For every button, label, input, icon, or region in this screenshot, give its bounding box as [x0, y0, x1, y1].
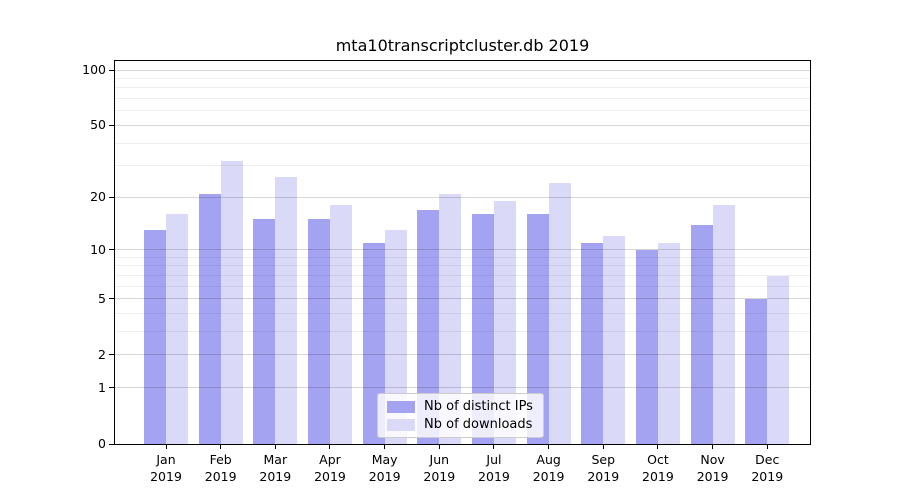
gridline-minor-30 — [115, 165, 810, 167]
bar-downloads-oct — [657, 242, 680, 444]
x-axis-label-may: May 2019 — [368, 452, 401, 484]
bar-distinct-ips-feb — [198, 193, 221, 444]
chart-title: mta10transcriptcluster.db 2019 — [335, 36, 590, 55]
x-axis-label-aug: Aug 2019 — [532, 452, 565, 484]
gridline-minor-3 — [115, 331, 810, 333]
x-axis-tick-nov — [712, 445, 714, 449]
y-axis-label-0: 0 — [98, 436, 106, 451]
gridline-major-20 — [115, 196, 810, 198]
y-axis-label-5: 5 — [98, 290, 106, 306]
bar-distinct-ips-dec — [745, 298, 768, 444]
bar-distinct-ips-oct — [635, 249, 658, 444]
gridline-minor-90 — [115, 77, 810, 79]
y-axis-tick-2 — [109, 354, 114, 356]
legend-label-distinct-ips: Nb of distinct IPs — [424, 399, 533, 414]
x-axis-label-jul: Jul 2019 — [478, 452, 510, 484]
legend-label-downloads: Nb of downloads — [424, 417, 533, 432]
gridline-major-2 — [115, 354, 810, 356]
x-axis-label-mar: Mar 2019 — [259, 452, 292, 484]
bar-distinct-ips-aug — [526, 214, 549, 444]
x-axis-label-dec: Dec 2019 — [751, 452, 784, 484]
bar-downloads-apr — [329, 205, 352, 444]
x-axis-tick-mar — [274, 445, 276, 449]
legend-swatch-distinct-ips — [387, 400, 415, 413]
y-axis-tick-10 — [109, 249, 114, 251]
x-axis-label-jun: Jun 2019 — [423, 452, 456, 484]
x-axis-tick-sep — [602, 445, 604, 449]
gridline-minor-60 — [115, 110, 810, 112]
bar-downloads-dec — [767, 275, 790, 444]
y-axis-label-20: 20 — [90, 189, 106, 205]
gridline-minor-6 — [115, 285, 810, 287]
bar-distinct-ips-jun — [417, 209, 440, 444]
x-axis-label-oct: Oct 2019 — [642, 452, 674, 484]
legend-swatch-downloads — [387, 418, 415, 431]
bar-downloads-feb — [220, 160, 243, 444]
gridline-major-100 — [115, 69, 810, 71]
legend-row-downloads: Nb of downloads — [387, 418, 533, 431]
y-axis-tick-5 — [109, 298, 114, 300]
x-axis-tick-may — [384, 445, 386, 449]
gridline-minor-70 — [115, 98, 810, 100]
y-axis-tick-20 — [109, 196, 114, 198]
x-axis-tick-aug — [548, 445, 550, 449]
bar-distinct-ips-jan — [144, 230, 166, 444]
y-axis-tick-1 — [109, 387, 114, 389]
x-axis-tick-jul — [493, 445, 495, 449]
bar-distinct-ips-nov — [690, 224, 713, 444]
x-axis-tick-jan — [165, 445, 167, 449]
plot-area — [114, 60, 811, 445]
gridline-minor-8 — [115, 265, 810, 267]
gridline-major-1 — [115, 387, 810, 389]
y-axis-label-1: 1 — [98, 379, 106, 395]
gridline-minor-80 — [115, 87, 810, 89]
gridline-major-10 — [115, 249, 810, 251]
y-axis-label-10: 10 — [90, 241, 106, 257]
x-axis-label-nov: Nov 2019 — [696, 452, 729, 484]
gridline-major-5 — [115, 298, 810, 300]
gridline-minor-4 — [115, 313, 810, 315]
x-axis-tick-dec — [766, 445, 768, 449]
x-axis-tick-apr — [329, 445, 331, 449]
bar-downloads-may — [384, 230, 407, 444]
y-axis-tick-0 — [109, 443, 114, 445]
bar-downloads-sep — [603, 236, 626, 444]
legend-row-distinct-ips: Nb of distinct IPs — [387, 400, 533, 413]
legend: Nb of distinct IPs Nb of downloads — [377, 393, 544, 438]
x-axis-tick-oct — [657, 445, 659, 449]
y-axis-tick-100 — [109, 69, 114, 71]
bar-downloads-mar — [275, 176, 298, 444]
x-axis-tick-jun — [438, 445, 440, 449]
x-axis-label-sep: Sep 2019 — [587, 452, 620, 484]
gridline-major-50 — [115, 124, 810, 126]
bar-downloads-jun — [439, 193, 462, 444]
gridline-minor-9 — [115, 256, 810, 258]
y-axis-label-2: 2 — [98, 346, 106, 362]
bar-downloads-jul — [493, 201, 516, 444]
bar-downloads-nov — [712, 205, 735, 444]
x-axis-label-jan: Jan 2019 — [150, 452, 182, 484]
gridline-minor-40 — [115, 142, 810, 144]
bar-distinct-ips-sep — [581, 242, 604, 444]
x-axis-label-feb: Feb 2019 — [204, 452, 237, 484]
bar-downloads-aug — [548, 183, 571, 444]
bar-distinct-ips-apr — [307, 219, 330, 444]
bar-downloads-jan — [166, 214, 188, 444]
y-axis-tick-50 — [109, 124, 114, 126]
x-axis-tick-feb — [220, 445, 222, 449]
bar-distinct-ips-jul — [471, 214, 494, 444]
gridline-minor-7 — [115, 274, 810, 276]
x-axis-label-apr: Apr 2019 — [314, 452, 346, 484]
y-axis-label-100: 100 — [82, 62, 106, 77]
bar-distinct-ips-mar — [253, 219, 276, 444]
y-axis-label-50: 50 — [90, 117, 106, 133]
